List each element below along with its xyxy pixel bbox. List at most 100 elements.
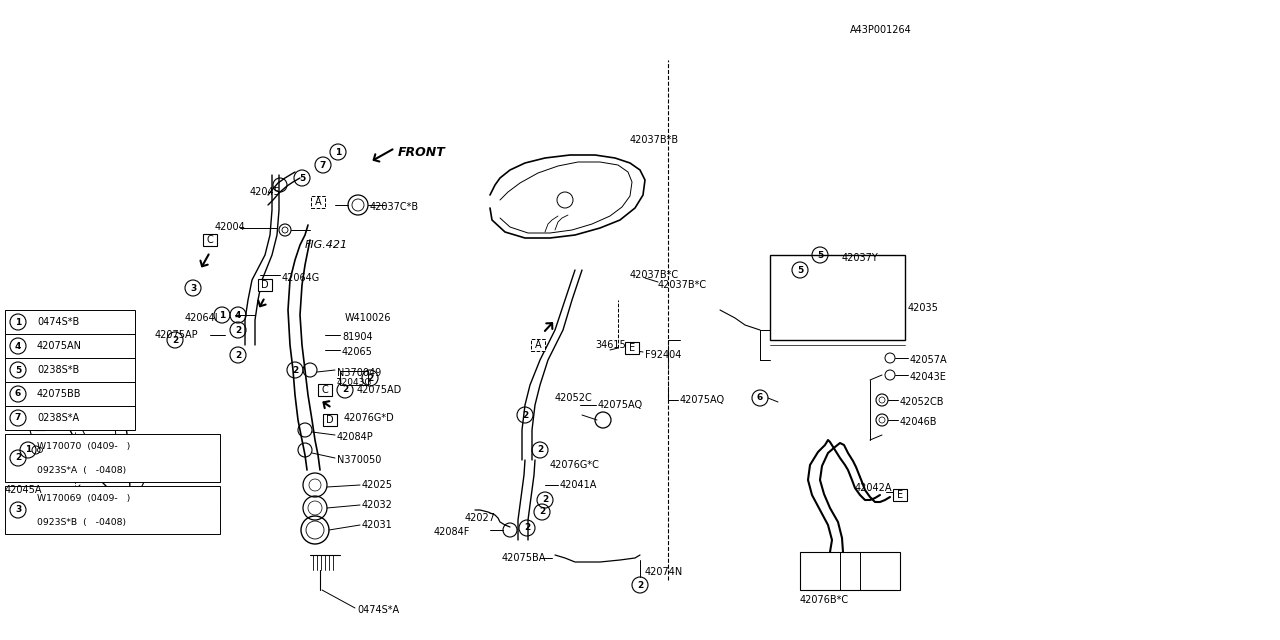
Text: W170070  (0409-   ): W170070 (0409- ) bbox=[37, 442, 131, 451]
Text: 42075AQ: 42075AQ bbox=[680, 395, 726, 405]
Text: 6: 6 bbox=[15, 390, 22, 399]
Text: A: A bbox=[535, 340, 541, 350]
Bar bbox=[317, 384, 332, 396]
Bar bbox=[5, 334, 134, 358]
Text: 42037C*B: 42037C*B bbox=[370, 202, 419, 212]
Text: 1: 1 bbox=[24, 445, 31, 454]
Text: 5: 5 bbox=[797, 266, 803, 275]
Text: 0474S*A: 0474S*A bbox=[357, 605, 399, 615]
Bar bbox=[323, 414, 337, 426]
Text: E: E bbox=[628, 343, 635, 353]
Text: 42064G: 42064G bbox=[282, 273, 320, 283]
Text: D: D bbox=[261, 280, 269, 290]
Bar bbox=[340, 371, 369, 385]
Text: 0923S*B  (   -0408): 0923S*B ( -0408) bbox=[37, 518, 125, 527]
Text: E: E bbox=[897, 490, 904, 500]
Text: 2: 2 bbox=[234, 326, 241, 335]
Text: 42076B*C: 42076B*C bbox=[800, 595, 849, 605]
Text: 0923S*A  (   -0408): 0923S*A ( -0408) bbox=[37, 465, 127, 474]
Text: 0474S*B: 0474S*B bbox=[37, 317, 79, 327]
Text: D: D bbox=[326, 415, 334, 425]
Text: 2: 2 bbox=[539, 508, 545, 516]
Text: 42037B*C: 42037B*C bbox=[658, 280, 707, 290]
Text: 42037B*C: 42037B*C bbox=[630, 270, 680, 280]
Bar bbox=[625, 342, 639, 354]
Text: 2: 2 bbox=[292, 365, 298, 374]
Text: 42075AD: 42075AD bbox=[357, 385, 402, 395]
Text: W170069  (0409-   ): W170069 (0409- ) bbox=[37, 493, 131, 502]
Text: 42031: 42031 bbox=[362, 520, 393, 530]
Text: N370050: N370050 bbox=[337, 455, 381, 465]
Text: 42076G*C: 42076G*C bbox=[550, 460, 600, 470]
Text: 42004: 42004 bbox=[215, 222, 246, 232]
Text: 42045: 42045 bbox=[250, 187, 280, 197]
Bar bbox=[5, 406, 134, 430]
Text: 42025: 42025 bbox=[362, 480, 393, 490]
Text: 42046B: 42046B bbox=[900, 417, 937, 427]
Text: 42075AQ: 42075AQ bbox=[598, 400, 643, 410]
Text: 42052C: 42052C bbox=[556, 393, 593, 403]
Text: 2: 2 bbox=[522, 410, 529, 419]
Text: W410026: W410026 bbox=[346, 313, 392, 323]
Text: 42043E: 42043E bbox=[910, 372, 947, 382]
Bar bbox=[259, 279, 273, 291]
Text: 1: 1 bbox=[335, 147, 342, 157]
Bar bbox=[5, 310, 134, 334]
Bar bbox=[531, 339, 545, 351]
Text: 2: 2 bbox=[367, 374, 374, 383]
Text: 5: 5 bbox=[298, 173, 305, 182]
Text: 2: 2 bbox=[541, 495, 548, 504]
Text: 0238S*B: 0238S*B bbox=[37, 365, 79, 375]
Text: 4: 4 bbox=[234, 310, 241, 319]
Bar bbox=[5, 486, 219, 534]
Bar bbox=[204, 234, 218, 246]
Text: 42084P: 42084P bbox=[337, 432, 374, 442]
Text: 2: 2 bbox=[524, 524, 530, 532]
Bar bbox=[771, 255, 905, 340]
Text: 42032: 42032 bbox=[362, 500, 393, 510]
Text: 42075BB: 42075BB bbox=[37, 389, 82, 399]
Text: 81904: 81904 bbox=[342, 332, 372, 342]
Text: 4: 4 bbox=[15, 342, 22, 351]
Bar bbox=[311, 196, 325, 208]
Text: 42075AP: 42075AP bbox=[155, 330, 198, 340]
Text: 42052CB: 42052CB bbox=[900, 397, 945, 407]
Text: F92404: F92404 bbox=[645, 350, 681, 360]
Text: 6: 6 bbox=[756, 394, 763, 403]
Text: FIG.421: FIG.421 bbox=[305, 240, 348, 250]
Text: A43P001264: A43P001264 bbox=[850, 25, 911, 35]
Text: 5: 5 bbox=[15, 365, 22, 374]
Text: 42043G: 42043G bbox=[337, 378, 371, 387]
Text: 3: 3 bbox=[189, 284, 196, 292]
Text: 42076G*D: 42076G*D bbox=[344, 413, 394, 423]
Text: 7: 7 bbox=[15, 413, 22, 422]
Text: A: A bbox=[315, 197, 321, 207]
Text: 42041A: 42041A bbox=[561, 480, 598, 490]
Text: 42065: 42065 bbox=[342, 347, 372, 357]
Text: N370049: N370049 bbox=[337, 368, 381, 378]
Text: C: C bbox=[206, 235, 214, 245]
Text: 42027: 42027 bbox=[465, 513, 497, 523]
Text: 1: 1 bbox=[219, 310, 225, 319]
Text: 42042A: 42042A bbox=[855, 483, 892, 493]
Bar bbox=[5, 382, 134, 406]
Text: 2: 2 bbox=[15, 454, 22, 463]
Text: 42057A: 42057A bbox=[910, 355, 947, 365]
Bar bbox=[800, 552, 900, 590]
Text: 42035: 42035 bbox=[908, 303, 938, 313]
Text: 1: 1 bbox=[15, 317, 22, 326]
Text: 42075BA: 42075BA bbox=[502, 553, 547, 563]
Bar bbox=[893, 489, 908, 501]
Text: 2: 2 bbox=[234, 351, 241, 360]
Text: 7: 7 bbox=[320, 161, 326, 170]
Text: 2: 2 bbox=[172, 335, 178, 344]
Text: 42037Y: 42037Y bbox=[842, 253, 879, 263]
Text: 42084F: 42084F bbox=[434, 527, 470, 537]
Text: 42045A: 42045A bbox=[5, 485, 42, 495]
Text: 42037B*B: 42037B*B bbox=[630, 135, 680, 145]
Text: 42074N: 42074N bbox=[645, 567, 684, 577]
Text: C: C bbox=[321, 385, 329, 395]
Text: 42064I: 42064I bbox=[186, 313, 219, 323]
Text: 42075AN: 42075AN bbox=[37, 341, 82, 351]
Bar bbox=[5, 434, 219, 482]
